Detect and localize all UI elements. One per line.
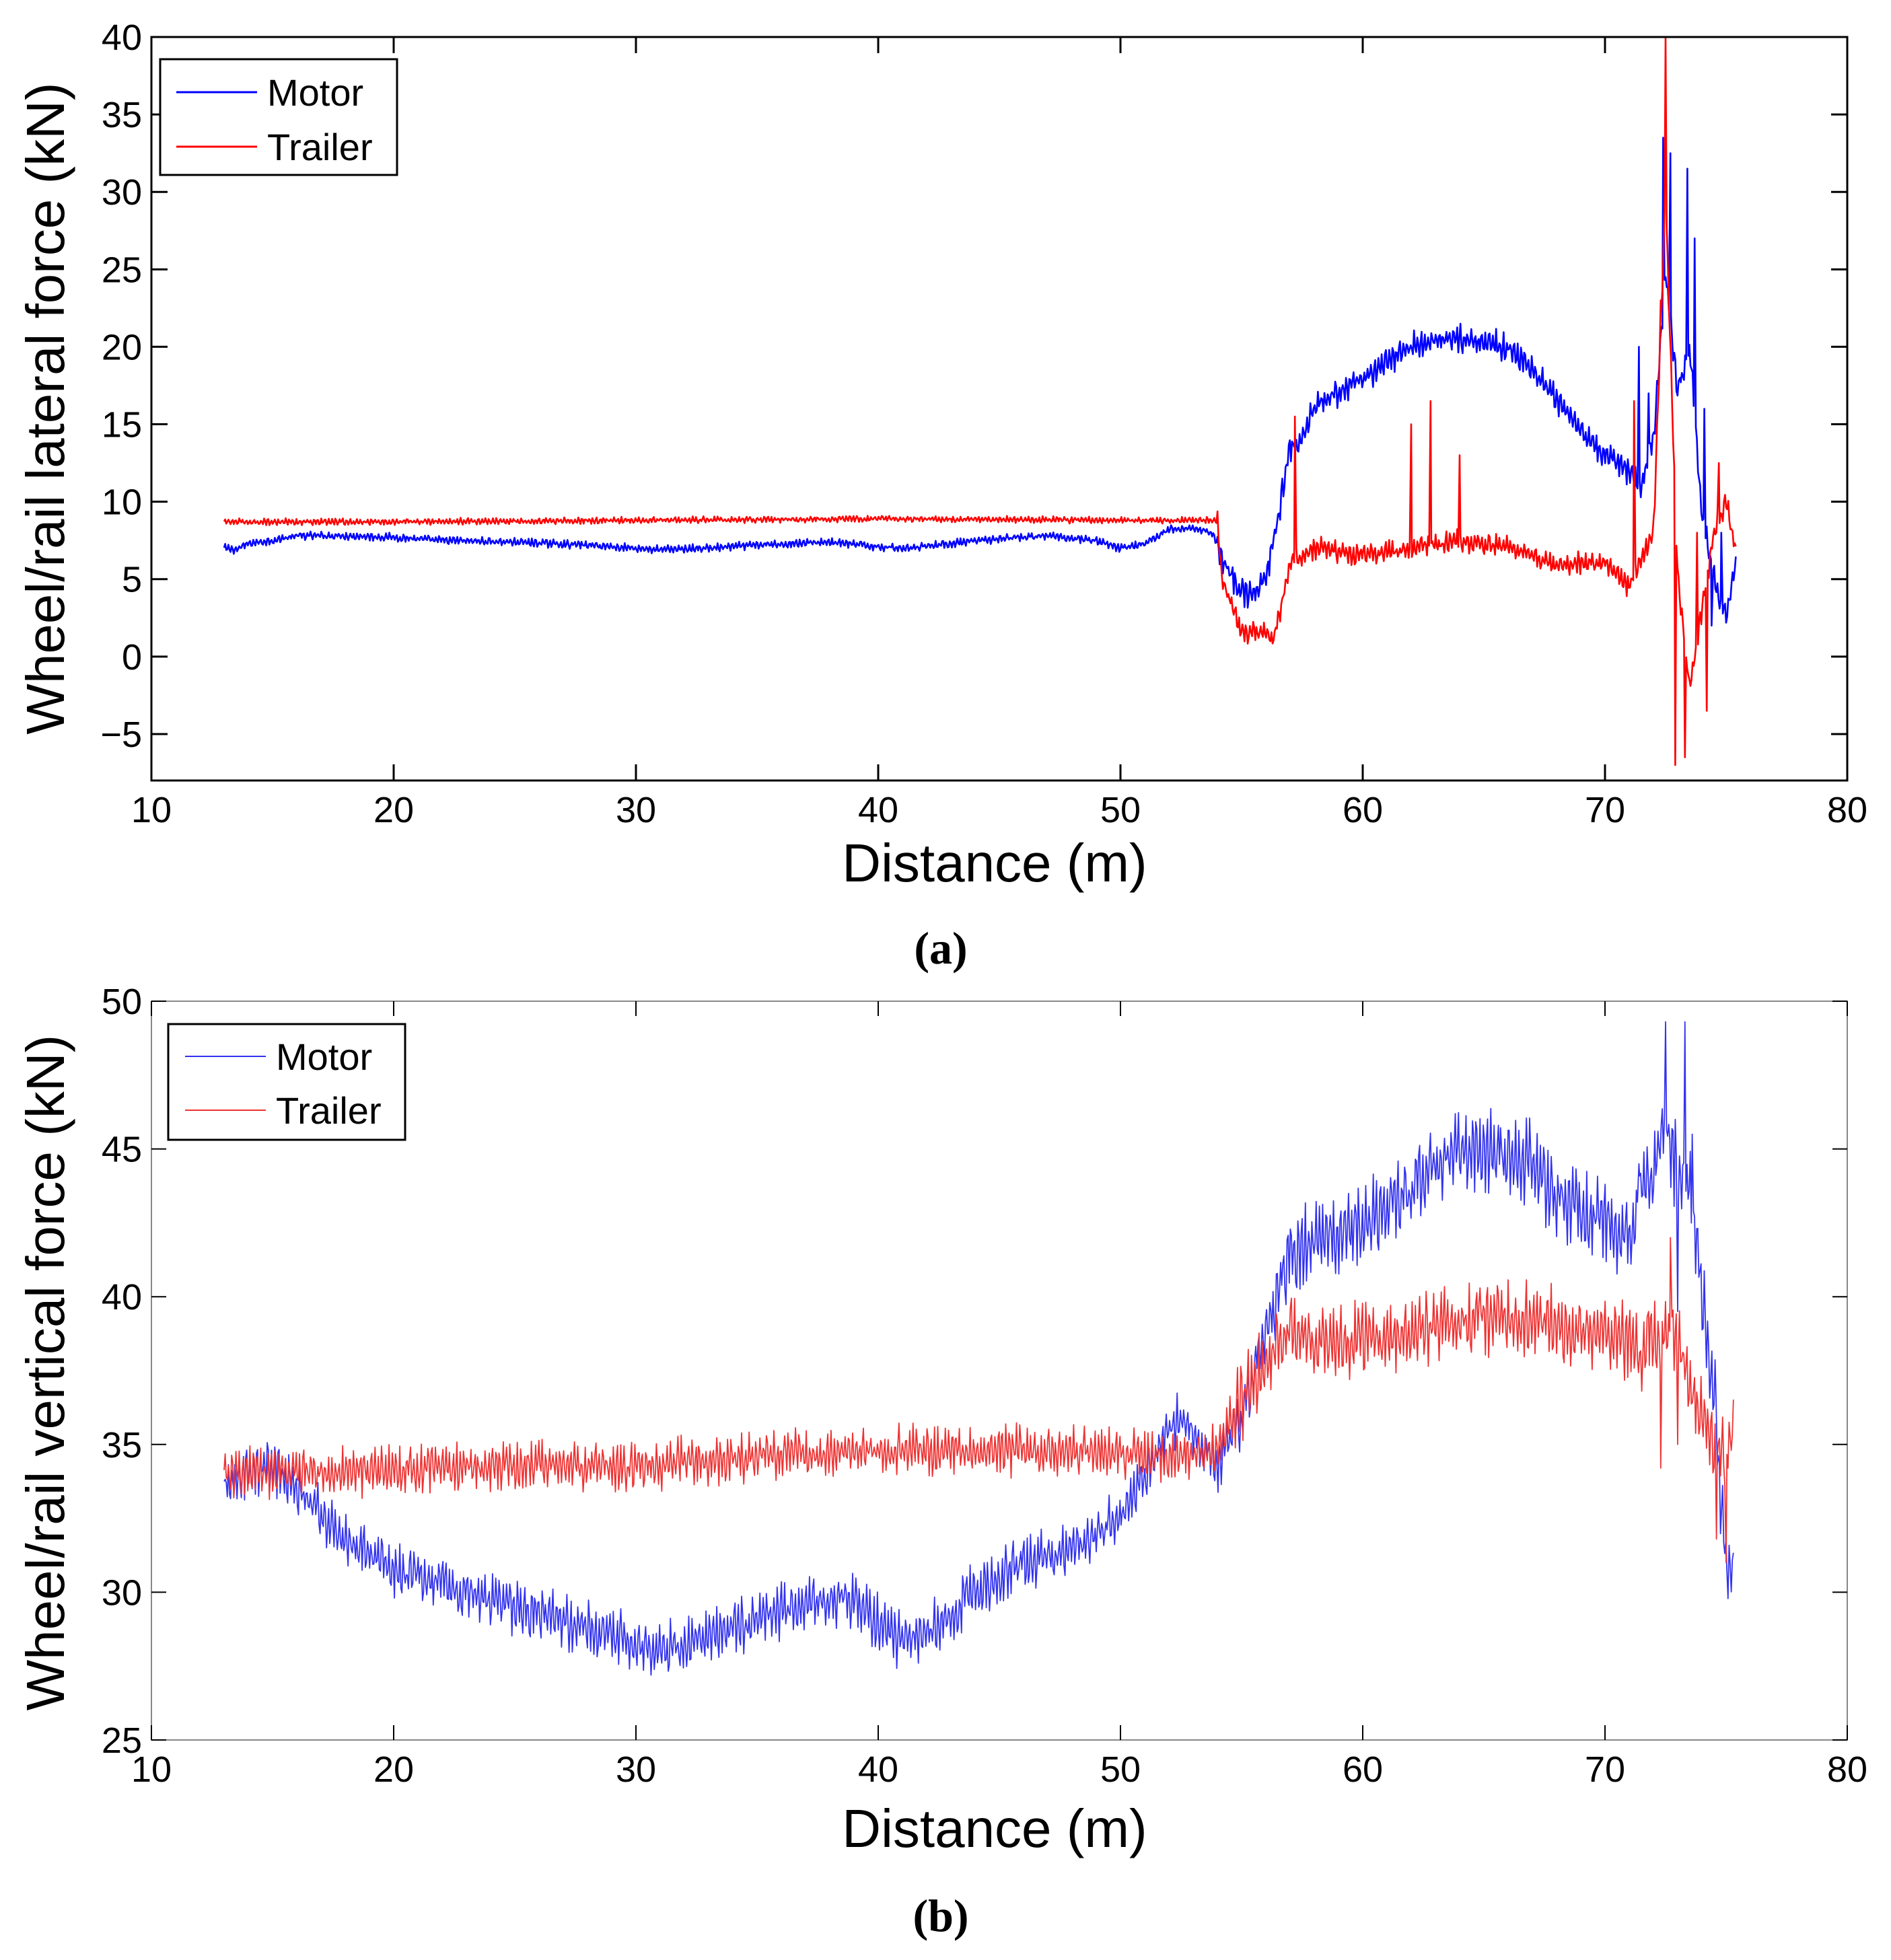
lateral-x-tick-label: 20	[373, 790, 414, 830]
panel-a-label: (a)	[914, 922, 967, 974]
lateral-y-tick-label: 35	[102, 95, 142, 135]
vertical-plot-area-border	[151, 1001, 1848, 1741]
lateral-x-axis-label: Distance (m)	[842, 833, 1147, 893]
vertical-x-tick-label: 20	[373, 1749, 414, 1790]
lateral-x-tick-label: 30	[616, 790, 656, 830]
vertical-y-tick-label: 30	[102, 1572, 142, 1613]
vertical-x-tick-label: 40	[858, 1749, 898, 1790]
lateral-y-axis-label: Wheel/rail lateral force (kN)	[15, 82, 75, 734]
lateral-y-tick-label: 20	[102, 327, 142, 367]
lateral-legend-motor-label: Motor	[267, 71, 363, 114]
vertical-y-tick-label: 45	[102, 1130, 142, 1170]
vertical-force-marks	[223, 1021, 1734, 1676]
vertical-x-tick-label: 10	[131, 1749, 172, 1790]
vertical-axis-ticks: 10 20 30 40 50 60 70 80 25 30 35 40 45 50	[102, 982, 1867, 1790]
vertical-x-axis-label: Distance (m)	[842, 1799, 1147, 1858]
lateral-x-tick-label: 70	[1585, 790, 1625, 830]
vertical-x-tick-label: 80	[1827, 1749, 1867, 1790]
vertical-motor-series-line	[223, 1021, 1734, 1676]
vertical-x-tick-label: 30	[616, 1749, 656, 1790]
vertical-x-tick-label: 50	[1100, 1749, 1141, 1790]
lateral-legend-box	[159, 58, 398, 176]
lateral-legend: Motor Trailer	[159, 58, 398, 176]
lateral-motor-series-line	[223, 137, 1737, 627]
vertical-force-chart: 10 20 30 40 50 60 70 80 25 30 35 40 45 50 Distance (m…	[15, 982, 1867, 1858]
vertical-y-tick-label: 25	[102, 1720, 142, 1761]
lateral-force-marks	[223, 36, 1737, 766]
lateral-plot-area-border	[150, 36, 1849, 782]
lateral-y-tick-label: −5	[100, 715, 142, 755]
vertical-legend: Motor Trailer	[167, 1023, 406, 1141]
vertical-x-tick-label: 70	[1585, 1749, 1625, 1790]
vertical-legend-motor-label: Motor	[276, 1036, 372, 1078]
lateral-x-tick-label: 60	[1343, 790, 1383, 830]
lateral-x-tick-label: 40	[858, 790, 898, 830]
lateral-legend-trailer-label: Trailer	[267, 126, 373, 168]
vertical-y-tick-label: 50	[102, 982, 142, 1022]
vertical-legend-trailer-label: Trailer	[276, 1089, 382, 1132]
lateral-y-tick-label: 25	[102, 250, 142, 290]
vertical-y-tick-label: 40	[102, 1277, 142, 1317]
lateral-y-tick-label: 10	[102, 482, 142, 523]
lateral-force-chart: 10 20 30 40 50 60 70 80 −5 0 5 10 15 20 25 30 35 40 Dista…	[15, 17, 1867, 893]
vertical-y-axis-label: Wheel/rail vertical force (kN)	[15, 1035, 75, 1711]
lateral-y-tick-label: 5	[122, 560, 142, 600]
vertical-y-tick-label: 35	[102, 1425, 142, 1465]
lateral-y-tick-label: 0	[122, 637, 142, 678]
lateral-trailer-series-line	[223, 36, 1737, 766]
vertical-x-tick-label: 60	[1343, 1749, 1383, 1790]
panel-b-label: (b)	[913, 1890, 968, 1941]
lateral-x-tick-label: 50	[1100, 790, 1141, 830]
lateral-x-tick-label: 80	[1827, 790, 1867, 830]
vertical-trailer-series-line	[223, 1237, 1734, 1564]
lateral-y-tick-label: 30	[102, 172, 142, 213]
lateral-y-tick-label: 40	[102, 17, 142, 58]
lateral-axis-ticks: 10 20 30 40 50 60 70 80 −5 0 5 10 15 20 25 30 35 40	[100, 17, 1867, 830]
lateral-x-tick-label: 10	[131, 790, 172, 830]
lateral-y-tick-label: 15	[102, 405, 142, 445]
vertical-legend-box	[167, 1023, 406, 1141]
